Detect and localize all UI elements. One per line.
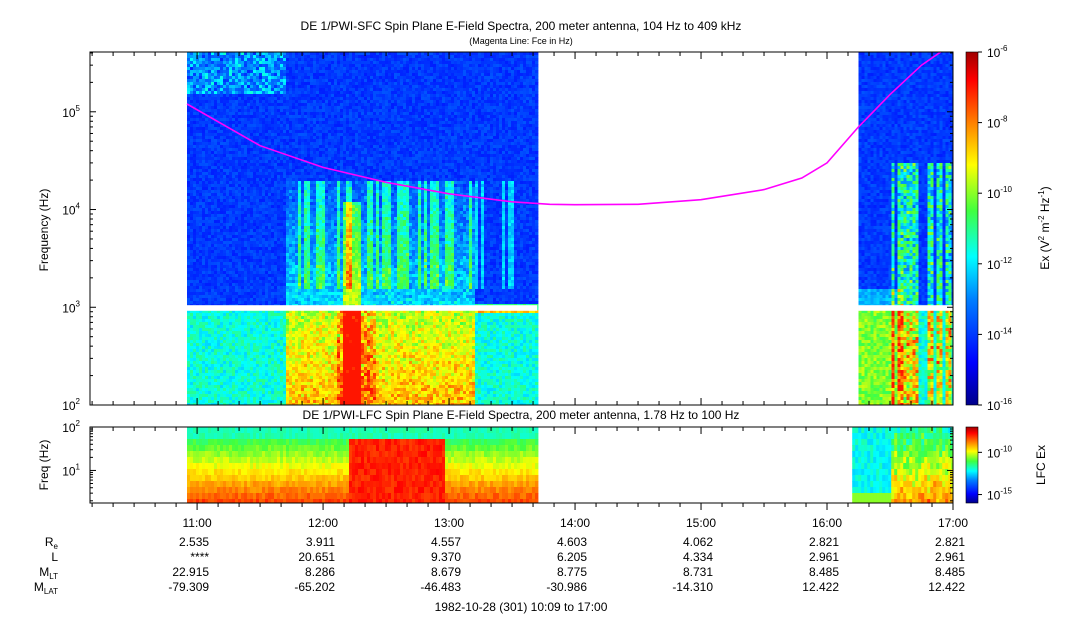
ephemeris-value: 2.821 [809, 535, 839, 549]
sfc-y-tick-label: 104 [62, 202, 80, 218]
time-axis: 11:00 12:00 13:00 14:00 15:00 16:00 17:00 [91, 52, 968, 530]
ephemeris-value: -65.202 [294, 580, 335, 594]
sfc-band-gap [187, 305, 953, 311]
time-tick-label: 17:00 [938, 516, 968, 530]
ephemeris-value: -79.309 [168, 580, 209, 594]
ephemeris-value: 2.535 [179, 535, 209, 549]
ephemeris-value: 2.821 [935, 535, 965, 549]
sfc-plot-frame [89, 51, 954, 406]
ephemeris-value: 3.911 [306, 535, 335, 549]
time-tick-label: 12:00 [308, 516, 338, 530]
sfc-heatmap [187, 52, 953, 405]
sfc-colorbar-tick-label: 10-10 [987, 185, 1012, 201]
ephemeris-value: 8.731 [683, 565, 713, 579]
lfc-y-tick-label: 102 [62, 419, 80, 435]
lfc-plot-frame [89, 426, 954, 504]
sfc-colorbar-tick-label: 10-16 [987, 397, 1012, 413]
ephemeris-row-label: L [51, 550, 58, 564]
lfc-y-tick-label: 101 [62, 462, 80, 478]
sfc-colorbar-tick-label: 10-8 [987, 115, 1008, 131]
time-tick-label: 13:00 [434, 516, 464, 530]
ephemeris-value: 4.603 [557, 535, 587, 549]
ephemeris-value: 4.062 [683, 535, 713, 549]
time-tick-label: 16:00 [812, 516, 842, 530]
ephemeris-value: -46.483 [420, 580, 461, 594]
ephemeris-row-label: MLT [39, 565, 58, 581]
lfc-y-axis: 101 102 [62, 419, 953, 502]
ephemeris-value: -30.986 [546, 580, 587, 594]
sfc-y-tick-label: 102 [62, 397, 80, 413]
lfc-colorbar [965, 426, 979, 504]
lfc-colorbar-label: LFC Ex [1034, 445, 1048, 485]
ephemeris-value: 12.422 [802, 580, 839, 594]
time-tick-label: 11:00 [183, 516, 212, 530]
sfc-colorbar-label: Ex (V2 m-2 Hz-1) [1037, 186, 1052, 269]
ephemeris-value: 12.422 [928, 580, 965, 594]
ephemeris-value: **** [190, 550, 209, 564]
ephemeris-value: 20.651 [298, 550, 335, 564]
time-tick-label: 14:00 [560, 516, 590, 530]
ephemeris-value: 8.775 [557, 565, 587, 579]
ephemeris-value: 6.205 [557, 550, 587, 564]
sfc-y-axis: 102 103 104 105 [62, 52, 953, 413]
time-tick-label: 15:00 [686, 516, 716, 530]
ephemeris-value: 8.485 [809, 565, 839, 579]
ephemeris-value: 22.915 [172, 565, 209, 579]
sfc-subtitle: (Magenta Line: Fce in Hz) [469, 36, 573, 46]
sfc-y-tick-label: 105 [62, 104, 80, 120]
ephemeris-value: 2.961 [809, 550, 839, 564]
time-range-footer: 1982-10-28 (301) 10:09 to 17:00 [435, 600, 608, 614]
ephemeris-row-label: Re [45, 535, 59, 551]
ephemeris-value: 4.334 [683, 550, 713, 564]
lfc-colorbar-tick-label: 10-15 [987, 487, 1012, 503]
sfc-title: DE 1/PWI-SFC Spin Plane E-Field Spectra,… [301, 19, 742, 33]
ephemeris-value: 8.286 [305, 565, 335, 579]
sfc-ylabel: Frequency (Hz) [37, 189, 51, 272]
ephemeris-value: -14.310 [672, 580, 713, 594]
lfc-colorbar-ticks: 10-10 10-15 [978, 444, 1012, 503]
ephemeris-value: 8.485 [935, 565, 965, 579]
ephemeris-table: Re 2.535 3.911 4.557 4.603 4.062 2.821 2.821 L **… [34, 535, 965, 596]
ephemeris-value: 2.961 [935, 550, 965, 564]
sfc-colorbar-ticks: 10-6 10-8 10-10 10-12 10-14 10-16 [978, 44, 1012, 413]
lfc-title: DE 1/PWI-LFC Spin Plane E-Field Spectra,… [303, 408, 740, 422]
sfc-y-tick-label: 103 [62, 299, 80, 315]
ephemeris-value: 9.370 [431, 550, 461, 564]
sfc-colorbar-tick-label: 10-6 [987, 44, 1008, 60]
ephemeris-row-label: MLAT [34, 580, 58, 596]
sfc-colorbar [965, 51, 979, 406]
lfc-ylabel: Freq (Hz) [37, 440, 51, 491]
sfc-colorbar-tick-label: 10-12 [987, 256, 1012, 272]
ephemeris-value: 4.557 [431, 535, 461, 549]
lfc-colorbar-tick-label: 10-10 [987, 444, 1012, 460]
lfc-heatmap [187, 427, 953, 503]
sfc-colorbar-tick-label: 10-14 [987, 326, 1012, 342]
ephemeris-value: 8.679 [431, 565, 461, 579]
fce-line [186, 52, 943, 206]
